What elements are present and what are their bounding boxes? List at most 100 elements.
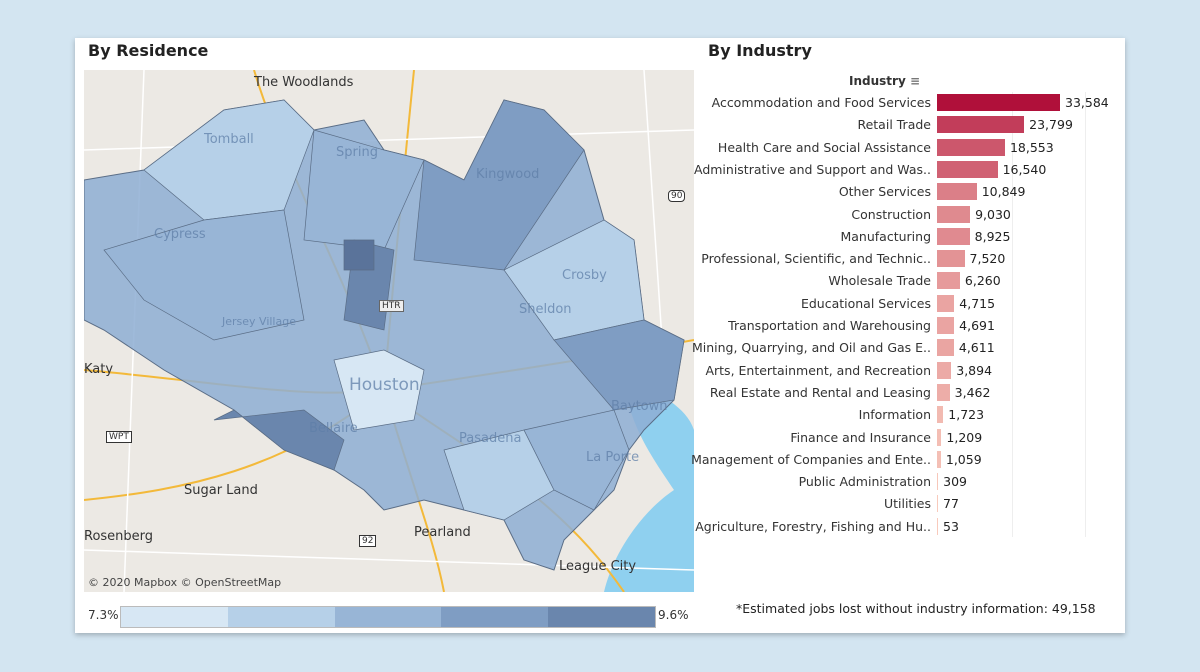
place-label: Cypress (154, 227, 206, 242)
bar-value-label: 23,799 (1029, 117, 1073, 133)
bar-category-label: Construction (851, 206, 931, 222)
bar-category-label: Information (858, 407, 931, 423)
sort-icon[interactable]: ≡ (909, 74, 921, 88)
legend-swatch (548, 607, 655, 627)
gridline (1012, 92, 1013, 537)
bar-category-label: Management of Companies and Ente.. (691, 451, 931, 467)
footnote: *Estimated jobs lost without industry in… (736, 601, 1096, 616)
bar[interactable] (937, 450, 941, 468)
legend-max: 9.6% (658, 608, 689, 622)
bar[interactable] (937, 406, 944, 424)
bar-value-label: 1,059 (945, 451, 982, 467)
color-legend (120, 606, 656, 628)
bar-value-label: 16,540 (1002, 161, 1047, 177)
place-label: Jersey Village (222, 315, 296, 328)
bar[interactable] (937, 294, 955, 312)
bar-category-label: Manufacturing (840, 228, 931, 244)
legend-swatch (441, 607, 549, 627)
map-attribution[interactable]: © 2020 Mapbox © OpenStreetMap (88, 576, 282, 589)
bar-value-label: 18,553 (1009, 139, 1054, 155)
bar[interactable] (937, 383, 950, 401)
bar[interactable] (937, 317, 955, 334)
tract-regions[interactable] (103, 99, 685, 521)
highway-shield-icon: 92 (359, 535, 377, 547)
bar-category-label: Public Administration (798, 474, 931, 490)
bar[interactable] (937, 160, 998, 178)
bar-value-label: 10,849 (981, 184, 1026, 200)
place-label: La Porte (586, 450, 640, 465)
bar[interactable] (937, 227, 970, 245)
residence-title: By Residence (88, 41, 209, 60)
bar-value-label: 1,209 (946, 429, 983, 445)
bar-value-label: 3,462 (954, 384, 991, 400)
bar-value-label: 309 (943, 474, 967, 490)
place-label: Kingwood (476, 167, 540, 182)
bar-value-label: 33,584 (1065, 95, 1109, 110)
bar-category-label: Accommodation and Food Services (711, 95, 931, 110)
bar-category-label: Administrative and Support and Was.. (693, 161, 931, 177)
place-label: Sheldon (519, 302, 572, 317)
bar-value-label: 77 (943, 496, 959, 512)
residence-map[interactable]: The Woodlands Tomball Spring Kingwood Cy… (84, 70, 694, 592)
bar-value-label: 53 (943, 518, 959, 534)
bar[interactable] (937, 495, 938, 513)
bar[interactable] (937, 339, 954, 357)
bar-value-label: 3,894 (956, 362, 993, 378)
bar[interactable] (937, 138, 1005, 156)
bar-category-label: Arts, Entertainment, and Recreation (705, 362, 931, 378)
bar-category-label: Utilities (883, 496, 931, 512)
place-label: Baytown (611, 399, 668, 414)
highway-shield-icon: WPT (106, 431, 132, 443)
legend-swatch (334, 607, 442, 627)
bar-value-label: 8,925 (974, 228, 1011, 244)
industry-title: By Industry (708, 41, 812, 60)
bar[interactable] (937, 473, 939, 491)
bar-category-label: Health Care and Social Assistance (717, 139, 931, 155)
bar-category-label: Real Estate and Rental and Leasing (709, 384, 931, 400)
industry-axis-header[interactable]: Industry ≡ (849, 74, 920, 88)
bar[interactable] (937, 428, 942, 446)
place-label: Tomball (204, 132, 254, 147)
bar-category-label: Agriculture, Forestry, Fishing and Hu.. (695, 518, 931, 534)
bar-category-label: Mining, Quarrying, and Oil and Gas E.. (691, 340, 931, 356)
place-label: Katy (84, 362, 114, 377)
place-label: Bellaire (309, 421, 358, 436)
bar[interactable] (937, 94, 1060, 111)
bar[interactable] (937, 183, 977, 201)
bar[interactable] (937, 272, 960, 290)
bar-value-label: 4,715 (959, 295, 996, 311)
bar-value-label: 7,520 (969, 251, 1006, 267)
place-label: League City (559, 559, 637, 574)
highway-shield-icon: HTR (379, 300, 404, 312)
legend-swatch (227, 607, 335, 627)
bar-value-label: 9,030 (975, 206, 1011, 222)
bar[interactable] (937, 517, 938, 535)
bar-value-label: 4,691 (959, 318, 995, 333)
bar[interactable] (937, 250, 965, 268)
bar[interactable] (937, 205, 971, 223)
bay-water (604, 370, 694, 592)
bar-category-label: Retail Trade (857, 117, 931, 133)
bar-category-label: Finance and Insurance (790, 429, 931, 445)
place-label: Sugar Land (184, 483, 258, 498)
bar-value-label: 1,723 (948, 407, 985, 423)
bar-category-label: Professional, Scientific, and Technic.. (701, 251, 931, 267)
bar-category-label: Educational Services (800, 295, 931, 311)
bar[interactable] (937, 361, 952, 379)
map-svg (84, 70, 694, 592)
place-label: Houston (349, 375, 420, 395)
bar-category-label: Other Services (838, 184, 931, 200)
bar-category-label: Wholesale Trade (828, 273, 931, 289)
legend-min: 7.3% (88, 608, 119, 622)
industry-header-label: Industry (849, 74, 906, 88)
bar[interactable] (937, 116, 1025, 134)
place-label: Pasadena (459, 431, 522, 446)
place-label: Rosenberg (84, 529, 154, 544)
gridline (1085, 92, 1086, 537)
legend-swatch (121, 607, 228, 627)
place-label: Crosby (562, 268, 607, 283)
place-label: Pearland (414, 525, 471, 540)
bar-value-label: 6,260 (964, 273, 1001, 289)
bar-value-label: 4,611 (958, 340, 995, 356)
place-label: The Woodlands (254, 75, 354, 90)
